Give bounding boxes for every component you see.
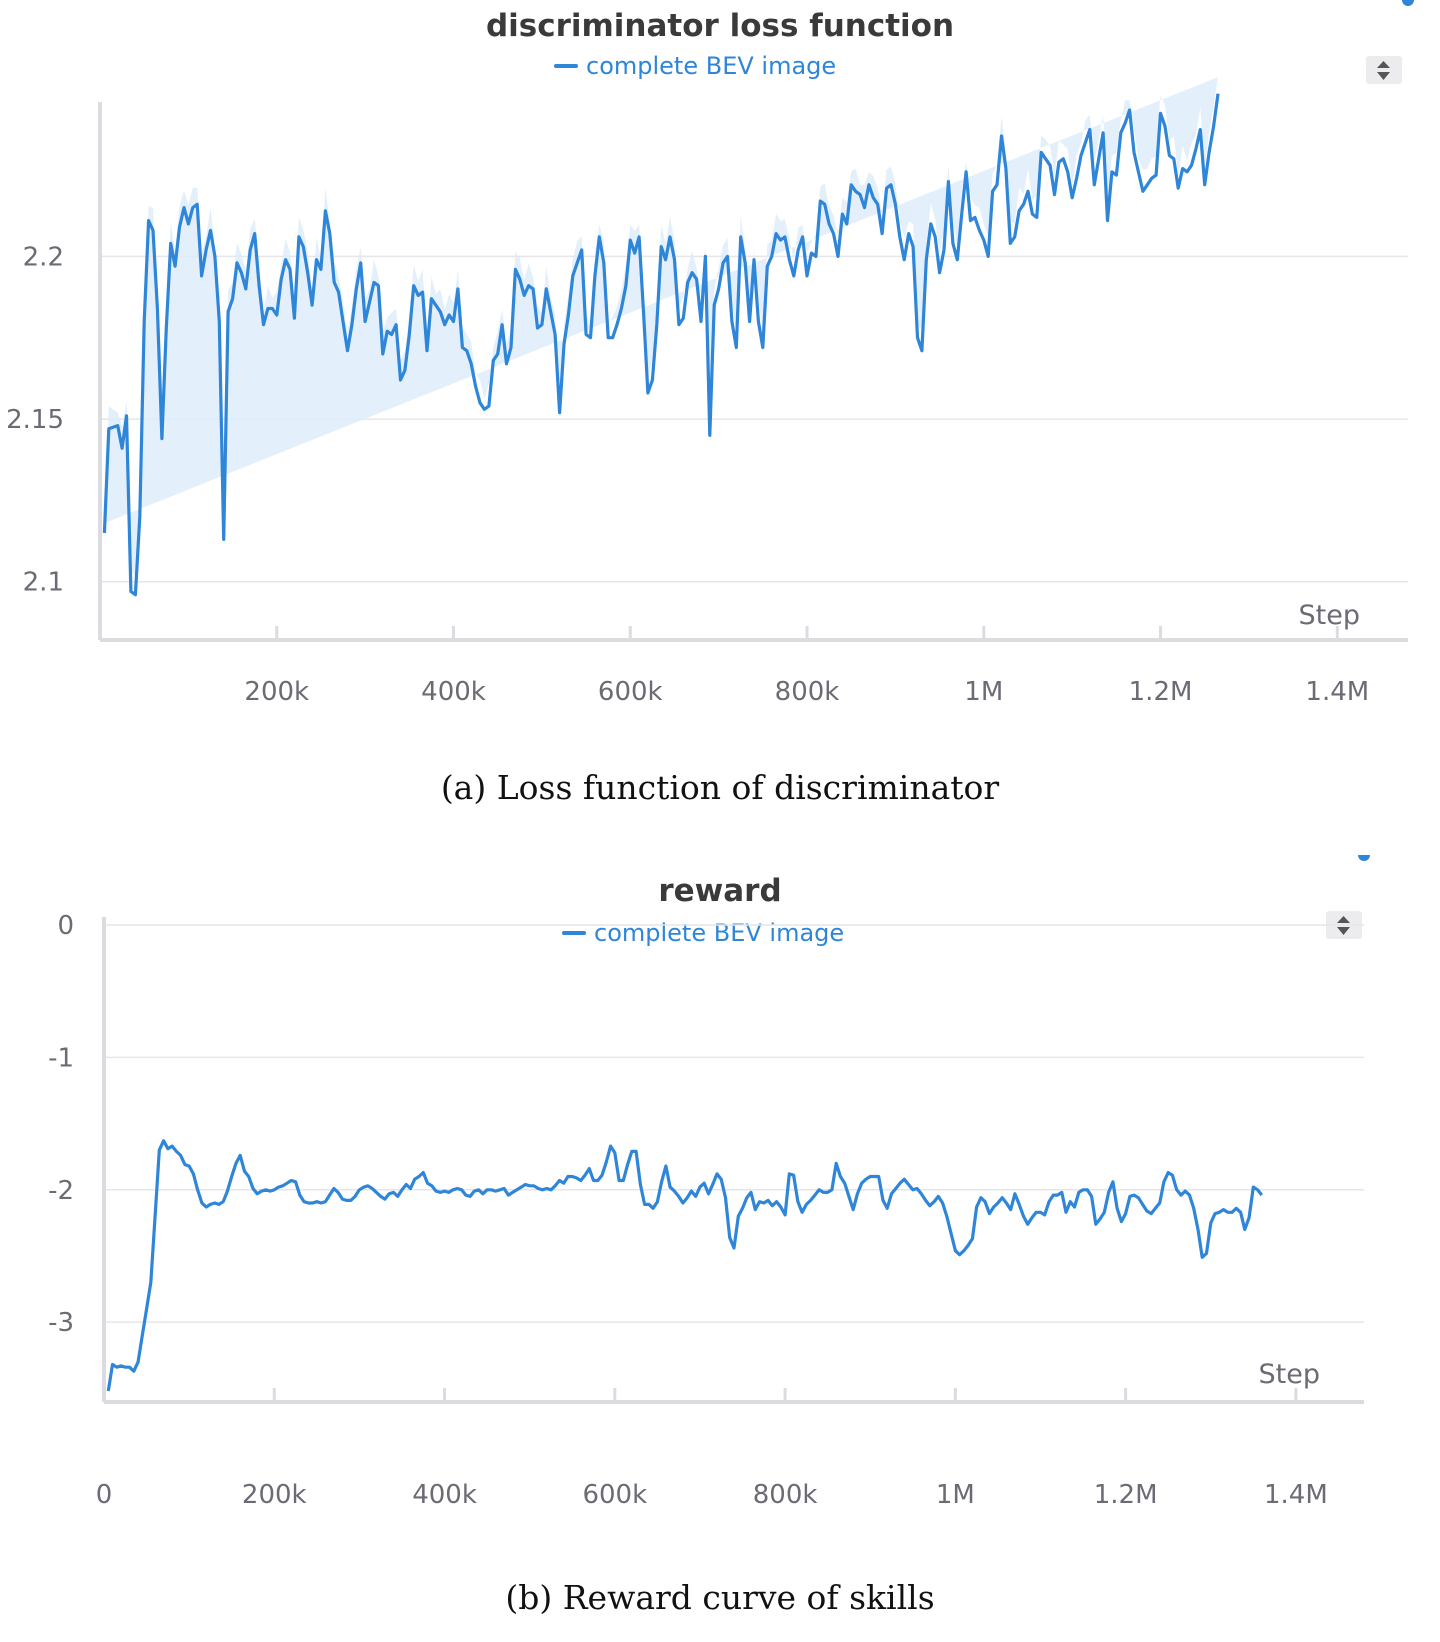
caption-loss: (a) Loss function of discriminator	[440, 768, 1000, 807]
x-tick-label: 200k	[244, 677, 309, 707]
x-axis-label: Step	[1259, 1359, 1320, 1390]
caret-up-icon	[1377, 61, 1390, 68]
x-tick-label: 800k	[775, 677, 840, 707]
series-band	[104, 77, 1218, 576]
sort-toggle-bg[interactable]	[1366, 56, 1402, 84]
caret-down-icon	[1337, 927, 1350, 935]
y-tick-label: 0	[57, 911, 74, 941]
sort-toggle-button[interactable]	[1366, 56, 1402, 84]
series-line	[106, 1139, 1264, 1392]
series-endpoint[interactable]	[1358, 855, 1370, 861]
y-tick-label: 2.1	[23, 568, 64, 598]
x-tick-label: 600k	[582, 1480, 647, 1510]
loss-chart: discriminator loss function complete BEV …	[6, 0, 1414, 707]
y-tick-label: -1	[48, 1043, 74, 1073]
x-tick-label: 1M	[936, 1480, 975, 1510]
x-tick-label: 1.2M	[1094, 1480, 1158, 1510]
legend-label: complete BEV image	[586, 52, 836, 80]
reward-chart: reward complete BEV image 0 -1 -2 -3 0 200k 400k…	[48, 855, 1370, 1510]
x-tick-label: 800k	[753, 1480, 818, 1510]
chart-title: discriminator loss function	[486, 8, 954, 44]
y-tick-label: -2	[48, 1176, 74, 1206]
chart-title: reward	[658, 873, 781, 909]
x-tick-label: 400k	[412, 1480, 477, 1510]
series-endpoint[interactable]	[1402, 0, 1414, 6]
x-tick-label: 1M	[964, 677, 1003, 707]
x-tick-label: 0	[96, 1480, 113, 1510]
x-tick-label: 400k	[421, 677, 486, 707]
y-tick-label: 2.2	[23, 242, 64, 272]
x-axis-label: Step	[1299, 600, 1360, 631]
x-tick-label: 200k	[242, 1480, 307, 1510]
y-tick-label: 2.15	[6, 405, 64, 435]
caret-up-icon	[1337, 916, 1350, 923]
series-line	[102, 93, 1220, 597]
x-tick-label: 600k	[598, 677, 663, 707]
legend-label: complete BEV image	[594, 919, 844, 947]
x-tick-label: 1.4M	[1305, 677, 1369, 707]
x-tick-label: 1.2M	[1129, 677, 1193, 707]
y-tick-label: -3	[48, 1308, 74, 1338]
chart-panel-reward: reward complete BEV image 0 -1 -2 -3 0 200k 400k…	[0, 855, 1440, 1555]
chart-panel-loss: discriminator loss function complete BEV …	[0, 0, 1440, 720]
caption-reward: (b) Reward curve of skills	[505, 1578, 935, 1617]
caret-down-icon	[1377, 72, 1390, 80]
x-tick-label: 1.4M	[1264, 1480, 1328, 1510]
